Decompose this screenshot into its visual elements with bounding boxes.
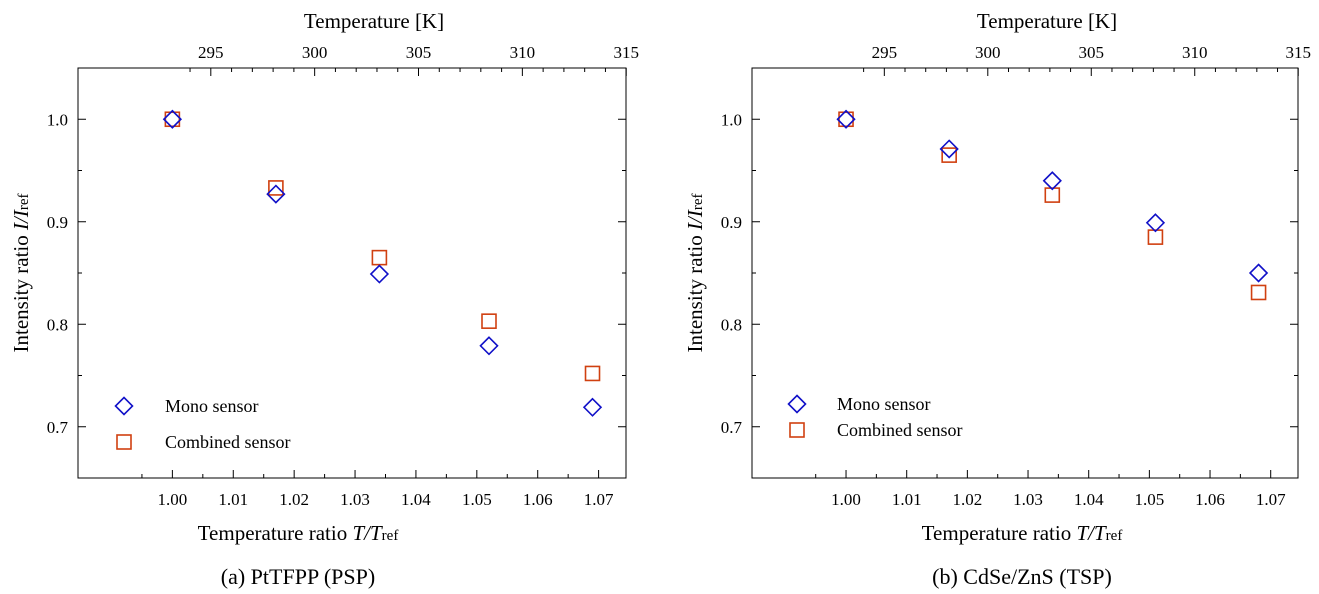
mono-sensor-point — [1145, 213, 1166, 233]
mono-sensor-point — [582, 397, 603, 417]
y-tick-label: 0.7 — [47, 418, 69, 437]
top-tick-label: 315 — [613, 43, 639, 62]
y-tick-label: 1.0 — [721, 110, 742, 129]
mono-sensor-point — [939, 139, 959, 159]
y-axis-title: Intensity ratio I/Iref — [683, 194, 707, 353]
legend-mono-label: Mono sensor — [165, 396, 259, 416]
legend-combined-label: Combined sensor — [837, 420, 963, 440]
x-tick-label: 1.04 — [401, 490, 431, 509]
combined-sensor-point — [371, 249, 388, 266]
y-tick-label: 0.7 — [721, 418, 743, 437]
top-tick-label: 305 — [1079, 43, 1105, 62]
y-axis-title: Intensity ratio I/Iref — [9, 194, 33, 353]
y-tick-label: 0.8 — [47, 315, 68, 334]
combined-sensor-point — [584, 365, 601, 382]
top-tick-label: 310 — [1182, 43, 1208, 62]
legend-mono-marker — [787, 394, 807, 414]
y-tick-label: 1.0 — [47, 110, 68, 129]
x-axis-title: Temperature ratio T/Tref — [922, 521, 1123, 545]
combined-sensor-point — [941, 147, 957, 163]
x-tick-label: 1.00 — [158, 490, 188, 509]
plot-frame — [751, 67, 1299, 479]
legend-mono-marker — [114, 396, 134, 416]
mono-sensor-point — [836, 109, 856, 129]
legend-combined-marker — [116, 434, 132, 450]
x-tick-label: 1.06 — [523, 490, 553, 509]
mono-sensor-point — [479, 336, 499, 356]
x-tick-label: 1.04 — [1074, 490, 1104, 509]
combined-sensor-point — [481, 313, 497, 329]
top-tick-label: 310 — [510, 43, 536, 62]
y-tick-label: 0.8 — [721, 315, 742, 334]
x-tick-label: 1.07 — [584, 490, 614, 509]
combined-sensor-point — [164, 111, 181, 128]
x-tick-label: 1.03 — [1013, 490, 1043, 509]
panel-caption: (b) CdSe/ZnS (TSP) — [932, 564, 1112, 589]
x-tick-label: 1.02 — [952, 490, 982, 509]
combined-sensor-point — [268, 180, 284, 196]
x-tick-label: 1.01 — [892, 490, 922, 509]
top-tick-label: 295 — [198, 43, 224, 62]
x-tick-label: 1.05 — [462, 490, 492, 509]
x-tick-label: 1.00 — [831, 490, 861, 509]
top-tick-label: 300 — [302, 43, 328, 62]
combined-sensor-point — [838, 111, 854, 128]
x-axis-title: Temperature ratio T/Tref — [198, 521, 399, 545]
x-tick-label: 1.05 — [1134, 490, 1164, 509]
legend-combined-marker — [789, 422, 805, 438]
x-tick-label: 1.06 — [1195, 490, 1225, 509]
top-tick-label: 295 — [872, 43, 898, 62]
panel-caption: (a) PtTFPP (PSP) — [221, 564, 375, 589]
x-tick-label: 1.01 — [218, 490, 248, 509]
mono-sensor-point — [162, 109, 183, 129]
plot-frame — [77, 67, 627, 479]
legend-mono-label: Mono sensor — [837, 394, 931, 414]
x-tick-label: 1.03 — [340, 490, 370, 509]
top-tick-label: 305 — [406, 43, 432, 62]
top-tick-label: 315 — [1285, 43, 1311, 62]
combined-sensor-point — [1044, 187, 1061, 203]
legend-combined-label: Combined sensor — [165, 432, 291, 452]
mono-sensor-point — [266, 184, 286, 204]
combined-sensor-point — [1250, 284, 1267, 301]
combined-sensor-point — [1147, 229, 1164, 245]
x-tick-label: 1.02 — [279, 490, 309, 509]
y-tick-label: 0.9 — [47, 213, 68, 232]
y-tick-label: 0.9 — [721, 213, 742, 232]
mono-sensor-point — [369, 264, 390, 284]
top-axis-title: Temperature [K] — [977, 9, 1117, 33]
top-axis-title: Temperature [K] — [304, 9, 444, 33]
panel-b: 1.00 1.01 1.02 1.03 1.04 1.05 1.06 1.07 0.7 0.8 0.… — [683, 9, 1311, 589]
x-tick-label: 1.07 — [1256, 490, 1286, 509]
mono-sensor-point — [1042, 171, 1062, 191]
panel-a: 1.00 1.01 1.02 1.03 1.04 1.05 1.06 1.07 0.7 0.8 0.… — [9, 9, 639, 589]
top-tick-label: 300 — [975, 43, 1001, 62]
mono-sensor-point — [1248, 263, 1269, 283]
